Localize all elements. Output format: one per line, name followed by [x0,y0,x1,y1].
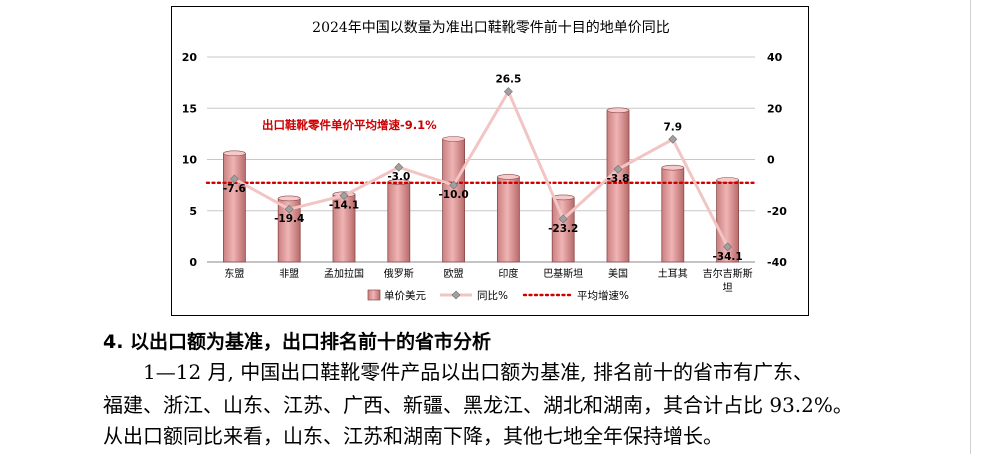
bar-cap [442,136,465,142]
bar-cap [223,150,246,157]
legend-bar-swatch [367,289,381,301]
average-annotation: 出口鞋靴零件单价平均增速-9.1% [262,118,437,132]
yoy-marker [284,204,294,214]
chart-frame: 2024年中国以数量为准出口鞋靴零件前十目的地单价同比 0 5 10 15 20 -40 -2… [171,6,809,316]
x-tick-label: 非盟 [279,268,299,280]
yoy-data-label: 7.9 [663,121,682,133]
yoy-marker [668,134,678,144]
bar [606,109,630,263]
yoy-data-label: -34.1 [712,251,742,263]
legend-label-price: 单价美元 [384,289,426,302]
y-left-tick-label: 10 [182,154,198,167]
yoy-line [233,88,729,248]
yoy-marker [339,191,349,201]
section-heading: 4. 以出口额为基准，出口排名前十的省市分析 [103,331,492,353]
x-tick-label: 俄罗斯 [384,267,414,280]
yoy-data-label: -23.2 [548,223,578,235]
y-right-tick-label: 40 [767,51,783,64]
x-tick-label-wrap: 坦 [723,281,733,294]
chart-title: 2024年中国以数量为准出口鞋靴零件前十目的地单价同比 [312,19,670,36]
bar-cap [716,177,739,183]
bar [223,152,246,263]
yoy-marker [503,87,513,97]
yoy-data-label: -14.1 [329,200,359,212]
bar-cap [551,194,575,201]
yoy-marker [613,164,623,174]
x-tick-label: 孟加拉国 [324,267,364,280]
bar [387,181,411,263]
yoy-marker [558,214,568,224]
bar-cap [661,164,685,171]
x-tick-label: 欧盟 [444,268,464,280]
paragraph-line-1: 1—12 月, 中国出口鞋靴零件产品以出口额为基准, 排名前十的省市有广东、 [143,360,813,384]
y-left-tick-label: 5 [189,205,197,218]
paragraph-line-2: 福建、浙江、山东、江苏、广西、新疆、黑龙江、湖北和湖南，其合计占比 93.2%。 [103,393,853,417]
x-tick-label: 土耳其 [658,267,688,280]
yoy-marker [449,180,459,190]
yoy-marker [723,242,733,252]
y-right-tick-label: -40 [767,256,787,269]
yoy-data-label: 26.5 [495,74,521,86]
yoy-data-label: -7.6 [223,183,246,195]
y-left-tick-label: 15 [182,102,197,115]
legend-label-yoy: 同比% [477,289,508,302]
bar-cap [606,107,630,114]
bar-cap [277,195,301,202]
y-left-tick-label: 0 [189,256,197,269]
y-right-tick-label: 20 [767,102,783,115]
paragraph-line-3: 从出口额同比来看，山东、江苏和湖南下降，其他七地全年保持增长。 [103,424,723,448]
x-tick-label: 东盟 [224,267,244,280]
y-right-tick-label: 0 [767,154,775,167]
x-tick-label: 巴基斯坦 [543,267,583,280]
yoy-data-label: -19.4 [274,213,304,225]
x-tick-label: 美国 [608,267,628,280]
yoy-data-label: -3.0 [387,171,410,183]
page-edge-divider [970,0,971,454]
x-tick-label: 印度 [498,267,518,280]
y-left-tick-label: 20 [182,51,198,64]
yoy-marker [394,162,404,172]
combo-chart: 2024年中国以数量为准出口鞋靴零件前十目的地单价同比 0 5 10 15 20 -40 -2… [182,19,788,302]
bar-cap [497,174,520,180]
x-tick-label: 吉尔吉斯斯 [703,267,753,280]
yoy-data-label: -3.8 [607,173,630,185]
yoy-data-label: -10.0 [438,189,468,201]
bar [496,176,520,263]
legend-yoy-marker [451,290,461,300]
y-right-tick-label: -20 [767,205,787,218]
yoy-marker [229,174,239,184]
legend-label-avg: 平均增速% [577,289,629,302]
